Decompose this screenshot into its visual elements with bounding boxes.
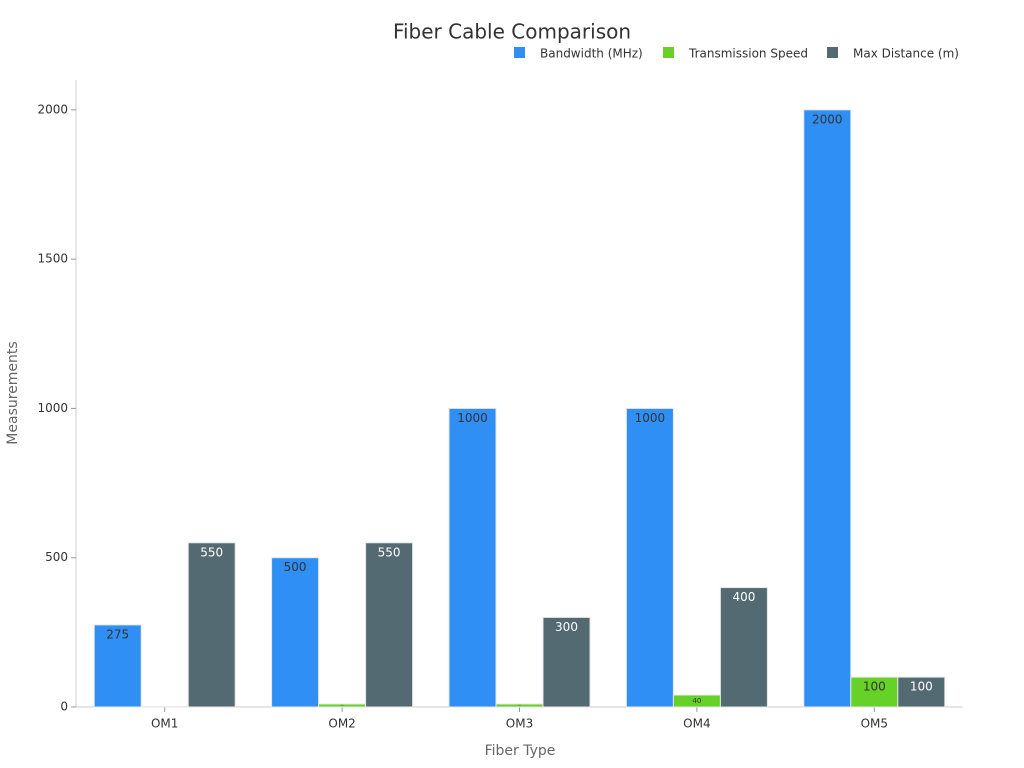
y-tick-label: 1000	[37, 401, 68, 415]
bar	[187, 542, 236, 708]
y-tick-label: 2000	[37, 102, 68, 116]
bar	[803, 109, 852, 708]
y-tick-label: 500	[45, 550, 68, 564]
bar	[93, 624, 142, 708]
legend-swatch	[663, 47, 674, 58]
x-tick-label: OM5	[861, 717, 888, 731]
data-label: 40	[692, 696, 702, 705]
x-axis-label: Fiber Type	[485, 743, 556, 759]
legend-label: Transmission Speed	[688, 47, 808, 61]
x-tick-label: OM3	[506, 717, 533, 731]
legend-swatch	[514, 47, 525, 58]
bar	[365, 542, 414, 708]
data-label: 300	[555, 620, 578, 634]
data-label: 550	[200, 545, 223, 559]
bar	[448, 407, 497, 708]
chart-title: Fiber Cable Comparison	[393, 20, 631, 44]
bar	[625, 407, 674, 708]
data-label: 2000	[812, 112, 843, 126]
y-tick-label: 0	[60, 700, 68, 714]
data-label: 500	[284, 560, 307, 574]
x-tick-label: OM4	[683, 717, 710, 731]
data-label: 400	[732, 590, 755, 604]
data-label: 1000	[457, 411, 488, 425]
data-label: 10	[341, 705, 344, 707]
bar	[897, 676, 946, 708]
y-axis-label: Measurements	[5, 341, 21, 444]
data-label: 1000	[635, 411, 666, 425]
legend-label: Max Distance (m)	[853, 47, 959, 61]
data-label: 100	[863, 680, 886, 694]
y-tick-label: 1500	[37, 252, 68, 266]
data-label: 275	[106, 627, 129, 641]
bar	[271, 557, 320, 708]
bar	[542, 616, 591, 708]
data-label: 100	[910, 680, 933, 694]
x-tick-label: OM1	[151, 717, 178, 731]
bar	[719, 587, 768, 708]
legend-swatch	[827, 47, 838, 58]
bar	[850, 676, 899, 708]
data-label: 10	[518, 705, 521, 707]
legend-label: Bandwidth (MHz)	[540, 47, 643, 61]
data-label: 550	[378, 545, 401, 559]
x-tick-label: OM2	[328, 717, 355, 731]
